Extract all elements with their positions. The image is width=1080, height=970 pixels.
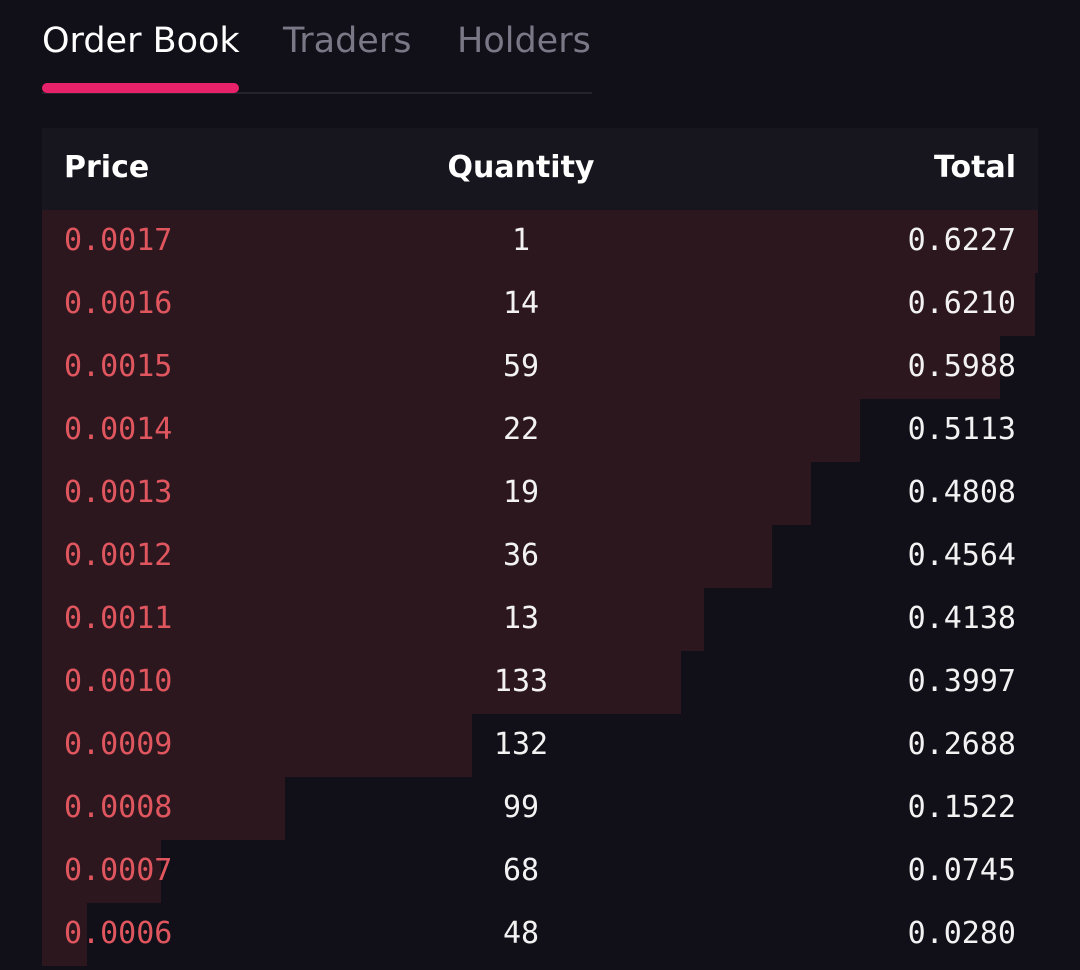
quantity-cell: 13 [502, 601, 540, 636]
tab-traders[interactable]: Traders [283, 21, 412, 61]
quantity-cell: 14 [502, 286, 540, 321]
quantity-cell: 36 [502, 538, 540, 573]
price-cell: 0.0015 [64, 349, 173, 384]
price-cell: 0.0014 [64, 412, 173, 447]
quantity-cell: 48 [502, 916, 540, 951]
total-cell: 0.6227 [907, 223, 1016, 258]
depth-bar [42, 903, 87, 966]
total-cell: 0.3997 [907, 664, 1016, 699]
quantity-cell: 133 [493, 664, 549, 699]
table-row[interactable]: 0.0011 13 0.4138 [42, 588, 1038, 651]
total-cell: 0.5988 [907, 349, 1016, 384]
column-header-price: Price [64, 150, 150, 185]
table-row[interactable]: 0.0015 59 0.5988 [42, 336, 1038, 399]
order-book-table: Price Quantity Total 0.0017 1 0.6227 0.0016… [42, 128, 1038, 970]
column-header-total: Total [934, 150, 1016, 185]
quantity-cell: 132 [493, 727, 549, 762]
total-cell: 0.2688 [907, 727, 1016, 762]
tab-order-book[interactable]: Order Book [42, 21, 240, 61]
total-cell: 0.0280 [907, 916, 1016, 951]
quantity-cell: 22 [502, 412, 540, 447]
total-cell: 0.0745 [907, 853, 1016, 888]
price-cell: 0.0008 [64, 790, 173, 825]
table-row[interactable]: 0.0010 133 0.3997 [42, 651, 1038, 714]
total-cell: 0.4808 [907, 475, 1016, 510]
price-cell: 0.0009 [64, 727, 173, 762]
quantity-cell: 68 [502, 853, 540, 888]
total-cell: 0.6210 [907, 286, 1016, 321]
depth-bar [42, 588, 704, 651]
quantity-cell: 19 [502, 475, 540, 510]
price-cell: 0.0006 [64, 916, 173, 951]
total-cell: 0.5113 [907, 412, 1016, 447]
depth-bar [42, 399, 860, 462]
depth-bar [42, 840, 161, 903]
price-cell: 0.0017 [64, 223, 173, 258]
active-tab-indicator [42, 83, 239, 93]
column-header-quantity: Quantity [447, 150, 595, 185]
price-cell: 0.0011 [64, 601, 173, 636]
price-cell: 0.0016 [64, 286, 173, 321]
quantity-cell: 59 [502, 349, 540, 384]
quantity-cell: 1 [511, 223, 531, 258]
depth-bar [42, 525, 772, 588]
depth-bar [42, 273, 1035, 336]
table-row[interactable]: 0.0017 1 0.6227 [42, 210, 1038, 273]
quantity-cell: 99 [502, 790, 540, 825]
table-row[interactable]: 0.0009 132 0.2688 [42, 714, 1038, 777]
depth-bar [42, 777, 285, 840]
total-cell: 0.4564 [907, 538, 1016, 573]
order-book-tabs: Order Book Traders Holders [42, 0, 592, 94]
depth-bar [42, 462, 811, 525]
total-cell: 0.4138 [907, 601, 1016, 636]
price-cell: 0.0012 [64, 538, 173, 573]
price-cell: 0.0013 [64, 475, 173, 510]
table-row[interactable]: 0.0016 14 0.6210 [42, 273, 1038, 336]
table-row[interactable]: 0.0006 48 0.0280 [42, 903, 1038, 966]
tab-holders[interactable]: Holders [457, 21, 591, 61]
total-cell: 0.1522 [907, 790, 1016, 825]
table-row[interactable]: 0.0008 99 0.1522 [42, 777, 1038, 840]
table-row[interactable]: 0.0014 22 0.5113 [42, 399, 1038, 462]
price-cell: 0.0010 [64, 664, 173, 699]
table-row[interactable]: 0.0007 68 0.0745 [42, 840, 1038, 903]
table-row[interactable]: 0.0013 19 0.4808 [42, 462, 1038, 525]
table-header: Price Quantity Total [42, 128, 1038, 210]
depth-bar [42, 210, 1038, 273]
table-row[interactable]: 0.0012 36 0.4564 [42, 525, 1038, 588]
depth-bar [42, 651, 681, 714]
price-cell: 0.0007 [64, 853, 173, 888]
ask-rows: 0.0017 1 0.6227 0.0016 14 0.6210 0.0015 59 0.598… [42, 210, 1038, 966]
depth-bar [42, 714, 472, 777]
depth-bar [42, 336, 1000, 399]
